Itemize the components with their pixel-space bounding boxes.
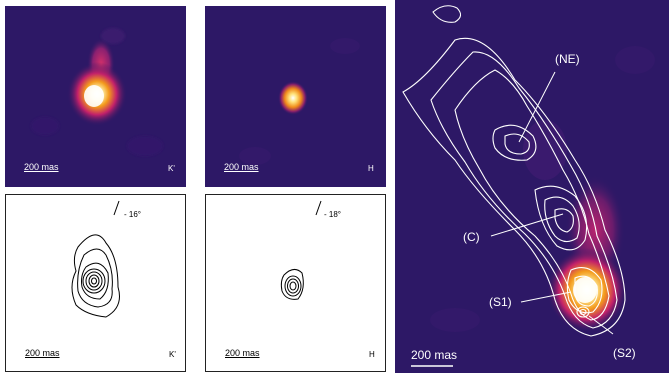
k-band-contours	[71, 200, 120, 318]
overlay-image	[395, 0, 669, 373]
h-band-contour-panel: - 18° 200 mas H	[205, 194, 386, 372]
h-band-contours	[280, 200, 322, 300]
band-label: K'	[169, 350, 176, 359]
label-ne: (NE)	[555, 52, 580, 66]
scale-bar-label: 200 mas	[224, 162, 259, 172]
radio-contours	[402, 5, 626, 337]
label-c: (C)	[463, 230, 480, 244]
scale-bar-label: 200 mas	[25, 348, 60, 358]
k-band-image	[5, 6, 186, 187]
k-band-contour-panel: - 16° 200 mas K'	[5, 194, 186, 372]
band-label: H	[368, 164, 374, 173]
orientation-tick	[113, 200, 120, 216]
band-label: K'	[168, 164, 175, 173]
overlay-image-panel: (NE) (C) (S1) (S2) 200 mas	[395, 0, 669, 373]
label-s2: (S2)	[613, 346, 636, 360]
position-angle-label: - 16°	[124, 210, 141, 219]
k-band-image-panel: 200 mas K'	[5, 6, 186, 187]
h-band-image	[205, 6, 386, 187]
band-label: H	[369, 350, 375, 359]
orientation-tick	[315, 200, 322, 216]
label-leader-lines	[490, 71, 614, 335]
h-band-image-panel: 200 mas H	[205, 6, 386, 187]
scale-bar-label: 200 mas	[24, 162, 59, 172]
position-angle-label: - 18°	[324, 210, 341, 219]
scale-bar-label: 200 mas	[411, 348, 458, 362]
scale-bar-label: 200 mas	[225, 348, 260, 358]
label-s1: (S1)	[489, 295, 512, 309]
